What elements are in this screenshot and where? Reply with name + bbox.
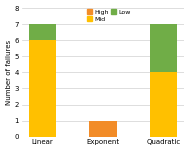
Bar xyxy=(29,40,56,137)
Legend: High, Mid, Low: High, Mid, Low xyxy=(87,9,131,22)
Bar xyxy=(150,24,177,72)
Bar xyxy=(29,24,56,40)
Bar xyxy=(150,72,177,137)
Y-axis label: Number of failures: Number of failures xyxy=(6,40,12,105)
Bar xyxy=(89,121,117,137)
